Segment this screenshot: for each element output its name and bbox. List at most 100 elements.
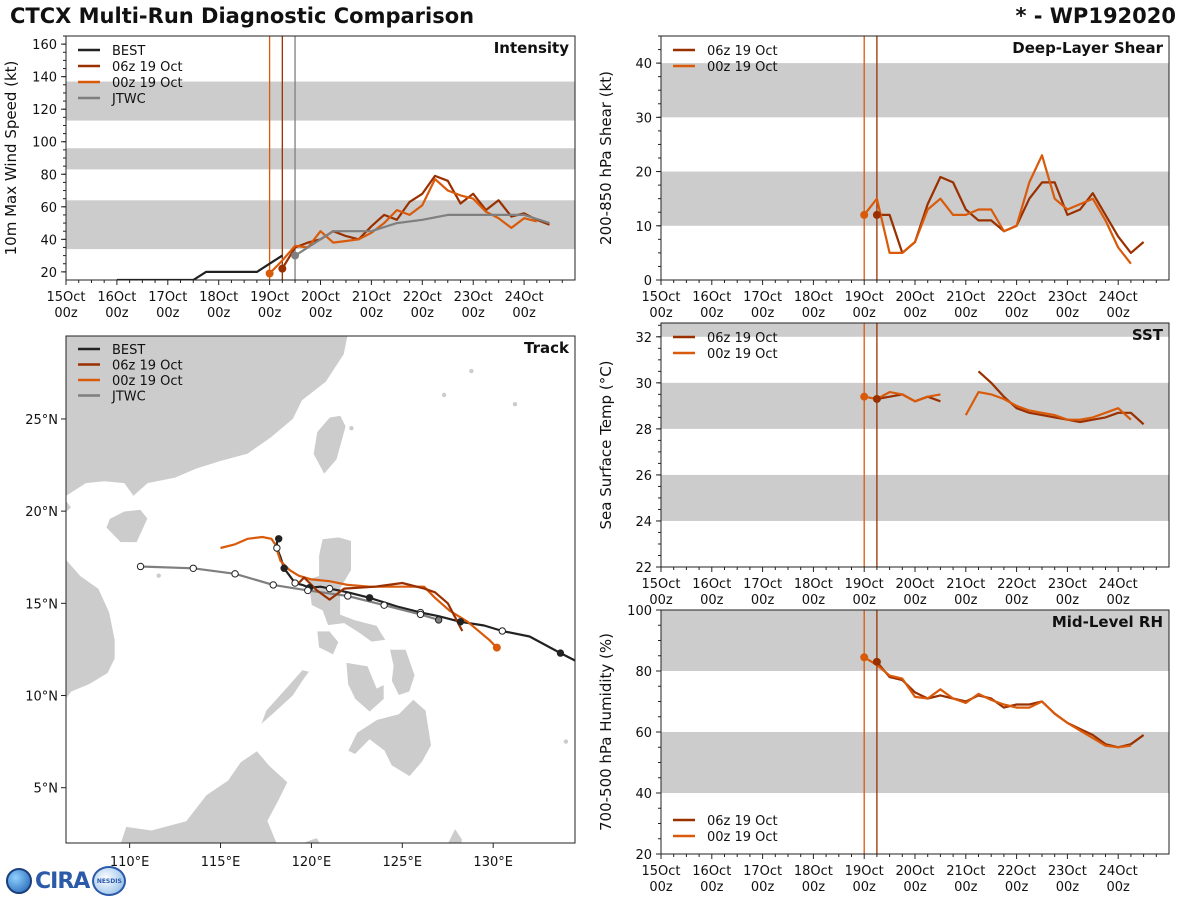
- track-ytick-label-4: 25°N: [25, 413, 58, 428]
- rh-panel: 2040608010015Oct00z16Oct00z17Oct00z18Oct…: [597, 604, 1170, 895]
- intensity-xtick-hour-5: 00z: [309, 306, 333, 321]
- intensity-series-jtwc-3: [294, 213, 550, 257]
- intensity-band-1: [66, 148, 575, 170]
- sst-xtick-day-4: 19Oct: [845, 577, 884, 592]
- intensity-xtick-hour-8: 00z: [462, 306, 486, 321]
- samar-leyte: [389, 649, 416, 696]
- sst-xtick-hour-6: 00z: [954, 593, 978, 608]
- sst-start-marker-run00: [860, 392, 869, 401]
- sst-ytick-label-0: 22: [635, 561, 652, 576]
- rh-xtick-hour-6: 00z: [954, 880, 978, 895]
- sst-ytick-label-4: 30: [635, 377, 652, 392]
- jtwc-track-point: [231, 570, 239, 578]
- track-run00: [220, 535, 498, 649]
- intensity-ytick-label-1: 40: [40, 233, 57, 248]
- rh-start-marker-run06: [872, 657, 881, 666]
- sst-xtick-hour-9: 00z: [1107, 593, 1131, 608]
- intensity-legend-label-jtwc: JTWC: [111, 92, 146, 107]
- intensity-xtick-day-3: 18Oct: [199, 290, 238, 305]
- sst-xtick-day-3: 18Oct: [794, 577, 833, 592]
- mindanao-island: [347, 698, 432, 778]
- best-track-point: [291, 579, 299, 587]
- intensity-xtick-day-5: 20Oct: [301, 290, 340, 305]
- small-island-6: [156, 573, 161, 578]
- rh-title: Mid-Level RH: [1052, 613, 1163, 631]
- best-track-point: [456, 618, 465, 626]
- intensity-title: Intensity: [494, 39, 570, 57]
- shear-xtick-hour-5: 00z: [903, 306, 927, 321]
- sst-legend-label-run06: 06z 19 Oct: [707, 331, 778, 346]
- intensity-ytick-label-4: 100: [32, 136, 57, 151]
- track-legend-label-best: BEST: [112, 343, 145, 358]
- track-title: Track: [524, 339, 570, 357]
- sst-title: SST: [1132, 326, 1164, 344]
- borneo-land: [120, 750, 289, 843]
- small-island-5: [563, 739, 569, 744]
- track-xtick-label-4: 130°E: [473, 855, 513, 870]
- shear-xtick-day-2: 17Oct: [743, 290, 782, 305]
- intensity-xtick-hour-6: 00z: [360, 306, 384, 321]
- shear-plot-area: [661, 36, 1169, 280]
- track-panel: 110°E 115°E 120°E 125°E 130°E 5°N 10°N 15°N 20°N…: [25, 335, 576, 870]
- sulawesi-land: [301, 837, 321, 843]
- intensity-band-0: [66, 200, 575, 250]
- shear-start-marker-run00: [860, 210, 869, 219]
- shear-xtick-hour-8: 00z: [1056, 306, 1080, 321]
- small-island-4: [512, 402, 518, 407]
- china-land: [66, 336, 349, 497]
- jtwc-track-point: [269, 581, 277, 589]
- rh-xtick-day-0: 15Oct: [641, 864, 680, 879]
- shear-ytick-label-4: 40: [635, 57, 652, 72]
- shear-xtick-hour-9: 00z: [1107, 306, 1131, 321]
- shear-xtick-hour-6: 00z: [954, 306, 978, 321]
- shear-xtick-day-8: 23Oct: [1048, 290, 1087, 305]
- rh-xtick-hour-4: 00z: [853, 880, 877, 895]
- figure-title: CTCX Multi-Run Diagnostic Comparison: [10, 4, 475, 28]
- shear-xtick-day-9: 24Oct: [1099, 290, 1138, 305]
- intensity-ytick-label-6: 140: [32, 71, 57, 86]
- rh-ylabel: 700-500 hPa Humidity (%): [597, 633, 615, 831]
- sst-plot-area: [661, 323, 1169, 567]
- sst-xtick-hour-8: 00z: [1056, 593, 1080, 608]
- sst-xtick-hour-3: 00z: [802, 593, 826, 608]
- rh-start-marker-run00: [860, 653, 869, 662]
- rh-legend-label-run00: 00z 19 Oct: [707, 830, 778, 845]
- shear-series-run00-1: [863, 154, 1132, 265]
- rh-xtick-hour-7: 00z: [1005, 880, 1029, 895]
- rh-ytick-label-4: 100: [627, 604, 652, 619]
- cira-logo-text: CIRA: [35, 868, 90, 894]
- intensity-ytick-label-5: 120: [32, 103, 57, 118]
- best-track-point: [325, 584, 334, 593]
- jtwc-track-point: [304, 586, 312, 595]
- rh-xtick-day-5: 20Oct: [895, 864, 934, 879]
- track-legend-label-run06: 06z 19 Oct: [112, 359, 183, 374]
- sst-xtick-day-9: 24Oct: [1099, 577, 1138, 592]
- sst-panel: 22242628303215Oct00z16Oct00z17Oct00z18Oc…: [597, 322, 1170, 608]
- rh-ytick-label-0: 20: [635, 848, 652, 863]
- sst-xtick-hour-0: 00z: [649, 593, 673, 608]
- shear-xtick-day-6: 21Oct: [946, 290, 985, 305]
- intensity-xtick-hour-3: 00z: [207, 306, 231, 321]
- intensity-panel: 2040608010012014016015Oct00z16Oct00z17Oc…: [2, 35, 576, 321]
- rh-ytick-label-3: 80: [635, 665, 652, 680]
- sst-ytick-label-5: 32: [635, 331, 652, 346]
- taiwan-island: [312, 414, 347, 476]
- small-island-2: [441, 392, 447, 398]
- shear-panel: 01020304015Oct00z16Oct00z17Oct00z18Oct00…: [597, 35, 1170, 321]
- track-ytick-label-2: 15°N: [25, 597, 58, 612]
- intensity-xtick-day-4: 19Oct: [250, 290, 289, 305]
- sst-xtick-day-7: 22Oct: [997, 577, 1036, 592]
- globe-icon: [6, 868, 32, 894]
- track-ytick-label-0: 5°N: [34, 782, 59, 797]
- sst-ytick-label-3: 28: [635, 423, 652, 438]
- intensity-marker-2: [291, 251, 300, 260]
- rh-plot-area: [661, 610, 1169, 854]
- rh-xtick-hour-0: 00z: [649, 880, 673, 895]
- rh-ytick-label-2: 60: [635, 726, 652, 741]
- track-xtick-label-2: 120°E: [292, 855, 332, 870]
- sst-xtick-day-8: 23Oct: [1048, 577, 1087, 592]
- storm-id: * - WP192020: [1015, 4, 1176, 28]
- intensity-legend-label-run00: 00z 19 Oct: [112, 76, 183, 91]
- sst-xtick-hour-1: 00z: [700, 593, 724, 608]
- rh-xtick-day-3: 18Oct: [794, 864, 833, 879]
